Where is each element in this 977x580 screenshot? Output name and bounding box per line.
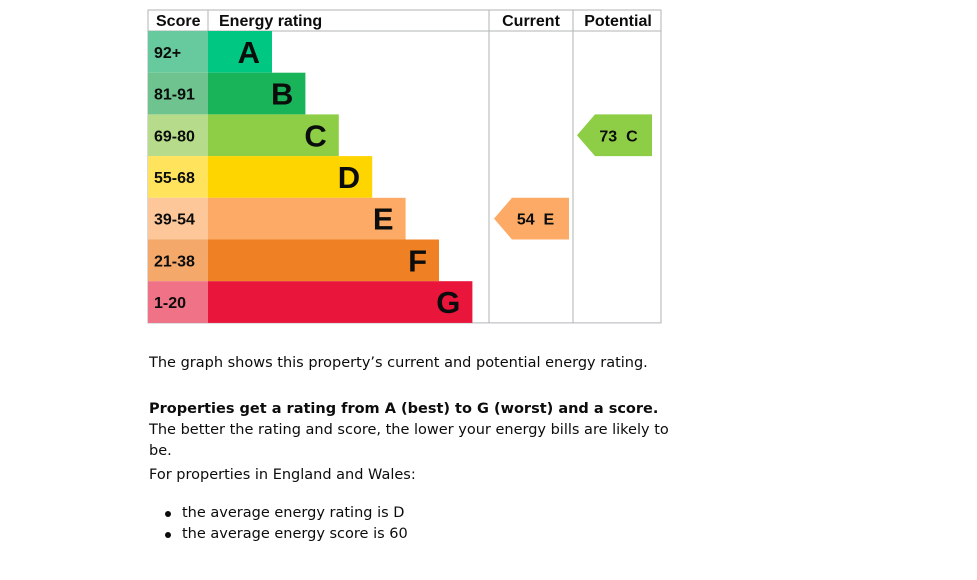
energy-rating-chart: 92+ A81-91 B69-80 C55-68 D39-54 E21-38 F1-20 G … [147, 9, 662, 324]
band-bar-f [208, 239, 439, 282]
rating-explanation-bold: Properties get a rating from A (best) to… [149, 401, 659, 417]
band-bar-a [208, 31, 272, 73]
band-letter: G [436, 285, 460, 320]
energy-rating-column-header: Energy rating [219, 13, 322, 30]
band-letter: B [271, 77, 293, 112]
score-range-label: 69-80 [154, 128, 195, 145]
average-rating-text: the average energy rating is D [182, 505, 405, 521]
score-range-label: 92+ [154, 45, 181, 62]
score-range-label: 55-68 [154, 170, 195, 187]
rating-markers: 54 E 73 C [494, 114, 652, 240]
band-letter: C [304, 118, 326, 153]
region-heading: For properties in England and Wales: [149, 467, 416, 483]
current-rating-arrow [494, 197, 569, 240]
chart-description: The graph shows this property’s current … [149, 355, 648, 371]
band-letter: D [338, 160, 360, 195]
rating-explanation: Properties get a rating from A (best) to… [149, 399, 689, 462]
score-cell-a [148, 31, 208, 73]
bullet-icon [165, 532, 171, 538]
score-cell-f [148, 239, 208, 282]
score-cell-c [148, 114, 208, 157]
average-score-text: the average energy score is 60 [182, 526, 408, 542]
score-cell-e [148, 197, 208, 240]
band-bar-c [208, 114, 339, 157]
rating-bands: 92+ A 81-91 B 69-80 C 55-68 D 39-54 E 21-38 F 1-20 G [148, 31, 473, 323]
list-item-average-score: the average energy score is 60 [149, 524, 408, 545]
bullet-icon [165, 511, 171, 517]
band-bar-d [208, 156, 373, 198]
band-letter: A [238, 35, 260, 70]
score-range-label: 39-54 [154, 212, 195, 229]
score-range-label: 1-20 [154, 295, 186, 312]
band-bar-g [208, 281, 473, 323]
chart-headers: Score Energy rating Current Potential [156, 13, 652, 30]
score-range-label: 21-38 [154, 253, 195, 270]
band-letter: E [373, 202, 394, 237]
current-column-header: Current [502, 13, 560, 30]
score-cell-b [148, 72, 208, 115]
average-ratings-list: the average energy rating is D the avera… [149, 503, 408, 545]
band-bar-b [208, 72, 306, 115]
potential-rating-arrow [577, 114, 652, 157]
potential-column-header: Potential [584, 13, 652, 30]
band-bar-e [208, 197, 406, 240]
rating-explanation-rest: The better the rating and score, the low… [149, 422, 669, 459]
band-letter: F [408, 243, 427, 278]
score-range-label: 81-91 [154, 87, 195, 104]
score-column-header: Score [156, 13, 201, 30]
current-rating-label: 54 E [517, 212, 555, 229]
score-cell-g [148, 281, 208, 323]
score-cell-d [148, 156, 208, 198]
potential-rating-label: 73 C [599, 128, 638, 145]
list-item-average-rating: the average energy rating is D [149, 503, 408, 524]
